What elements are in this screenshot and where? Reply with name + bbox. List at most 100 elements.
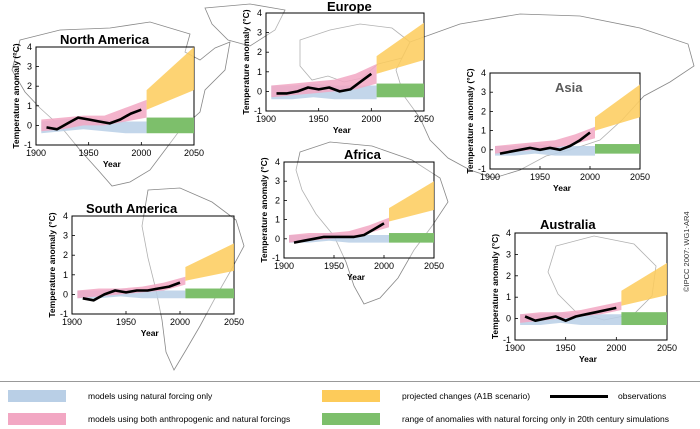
panel-title-europe: Europe (327, 0, 372, 14)
x-tick-label: 1900 (505, 343, 525, 353)
y-tick-label: 3 (275, 176, 280, 186)
copyright-notice: ©IPCC 2007: WG1-AR4 (682, 211, 691, 292)
observations-line (276, 72, 373, 95)
y-tick-label: 2 (275, 195, 280, 205)
africa-outline (295, 141, 449, 305)
y-axis-label: Temperature anomaly (°C) (241, 9, 251, 114)
panel-title-south-america: South America (86, 201, 178, 216)
x-axis-label: Year (103, 159, 122, 169)
projected-change-band (595, 84, 640, 131)
panel-title-africa: Africa (344, 147, 381, 162)
natural-range-bar (621, 312, 667, 326)
x-tick-label: 1950 (324, 261, 344, 271)
legend-item-natural: models using natural forcing only (8, 390, 212, 402)
x-tick-label: 2000 (580, 172, 600, 182)
x-tick-label: 1950 (530, 172, 550, 182)
x-tick-label: 2000 (170, 317, 190, 327)
y-tick-label: -1 (503, 335, 511, 345)
legend-swatch-observations (550, 394, 608, 398)
y-axis-label: Temperature anomaly (°C) (47, 212, 57, 317)
y-tick-label: -1 (478, 164, 486, 174)
x-tick-label: 2050 (424, 261, 444, 271)
y-tick-label: 2 (481, 106, 486, 116)
x-axis-label: Year (579, 354, 598, 364)
y-tick-label: 2 (63, 250, 68, 260)
asia-chart: -1 0 1 2 3 4 1900 1950 2000 2050 Year Temperature a… (465, 68, 650, 193)
x-tick-label: 2050 (184, 148, 204, 158)
north-america-chart: -1 0 1 2 3 4 1900 1950 2000 2050 Year Temperature a… (11, 42, 204, 169)
y-axis-label: Temperature anomaly (°C) (465, 68, 475, 173)
y-tick-label: 3 (481, 87, 486, 97)
y-tick-label: 3 (257, 28, 262, 38)
x-axis-label: Year (333, 125, 352, 135)
y-tick-label: 4 (275, 157, 280, 167)
y-axis-label: Temperature anomaly (°C) (11, 43, 21, 148)
x-tick-label: 1950 (79, 148, 99, 158)
y-tick-label: 3 (63, 231, 68, 241)
x-axis-label: Year (347, 272, 366, 282)
panel-title-north-america: North America (60, 32, 150, 47)
y-tick-label: 2 (27, 81, 32, 91)
panel-title-australia: Australia (540, 217, 596, 232)
y-tick-label: 1 (481, 126, 486, 136)
y-tick-label: 1 (27, 101, 32, 111)
y-tick-label: 0 (27, 120, 32, 130)
legend-item-both: models using both anthropogenic and natu… (8, 413, 290, 425)
x-tick-label: 1900 (480, 172, 500, 182)
y-tick-label: -1 (272, 253, 280, 263)
x-tick-label: 2050 (224, 317, 244, 327)
natural-range-bar (146, 117, 194, 134)
x-tick-label: 1900 (256, 114, 276, 124)
y-tick-label: 2 (506, 271, 511, 281)
x-axis-label: Year (553, 183, 572, 193)
y-tick-label: 1 (275, 215, 280, 225)
y-axis-label: Temperature anomaly (°C) (490, 234, 500, 339)
y-tick-label: 4 (481, 68, 486, 78)
natural-range-bar (389, 233, 434, 243)
x-tick-label: 2000 (606, 343, 626, 353)
x-tick-label: 1950 (116, 317, 136, 327)
x-tick-label: 1950 (309, 114, 329, 124)
y-tick-label: 0 (63, 289, 68, 299)
legend-swatch-projected (322, 390, 380, 402)
both-forcings-band (77, 276, 186, 299)
x-tick-label: 2050 (630, 172, 650, 182)
projected-change-band (621, 263, 667, 306)
both-forcings-band (495, 126, 595, 154)
legend-swatch-range (322, 413, 380, 425)
legend-swatch-natural (8, 390, 66, 402)
legend-label-range: range of anomalies with natural forcing … (402, 414, 669, 424)
y-tick-label: 4 (506, 228, 511, 238)
x-tick-label: 2000 (374, 261, 394, 271)
legend-label-projected: projected changes (A1B scenario) (402, 391, 531, 401)
x-tick-label: 2000 (131, 148, 151, 158)
y-tick-label: 4 (27, 42, 32, 52)
greenland-outline (204, 3, 286, 47)
asia-outline (395, 13, 695, 179)
y-tick-label: 4 (257, 8, 262, 18)
x-axis-label: Year (141, 328, 160, 338)
legend-item-range: range of anomalies with natural forcing … (322, 413, 669, 425)
legend-swatch-both (8, 413, 66, 425)
both-forcings-band (289, 217, 389, 243)
x-tick-label: 1950 (556, 343, 576, 353)
projected-change-band (389, 181, 434, 222)
natural-range-bar (185, 288, 234, 299)
y-tick-label: -1 (254, 106, 262, 116)
legend-label-natural: models using natural forcing only (88, 391, 213, 401)
africa-chart: -1 0 1 2 3 4 1900 1950 2000 2050 Year Temperature a… (259, 157, 444, 282)
y-tick-label: 1 (257, 67, 262, 77)
observations-line (524, 306, 617, 322)
y-tick-label: 1 (63, 270, 68, 280)
australia-chart: -1 0 1 2 3 4 1900 1950 2000 2050 Year Temperature a… (490, 228, 677, 364)
natural-range-bar (376, 83, 424, 98)
y-tick-label: 4 (63, 211, 68, 221)
x-tick-label: 1900 (274, 261, 294, 271)
south-america-chart: -1 0 1 2 3 4 1900 1950 2000 2050 Year Temperature a… (47, 211, 244, 338)
europe-chart: -1 0 1 2 3 4 1900 1950 2000 2050 Year Temperature a… (241, 8, 434, 135)
x-tick-label: 1900 (26, 148, 46, 158)
projected-change-band (185, 243, 234, 281)
y-tick-label: 0 (481, 145, 486, 155)
y-tick-label: 2 (257, 47, 262, 57)
